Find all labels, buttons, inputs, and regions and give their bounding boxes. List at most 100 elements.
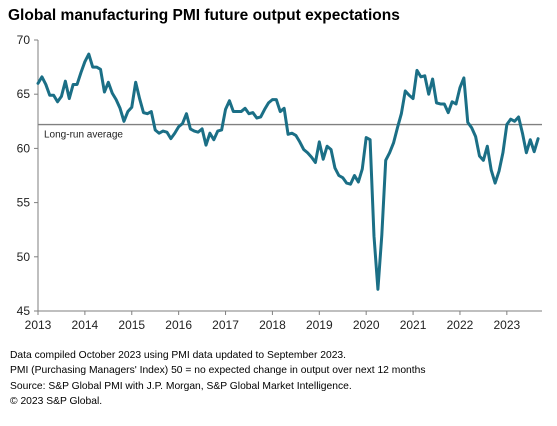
data-point [252,112,254,114]
data-point [357,181,359,183]
data-point [189,128,191,130]
data-point [256,117,258,119]
data-point [185,113,187,115]
data-point [283,107,285,109]
data-point [170,138,172,140]
data-point [416,69,418,71]
data-point [107,81,109,83]
data-point [197,131,199,133]
data-point [385,159,387,161]
y-tick-label: 55 [17,196,31,210]
data-point [217,130,219,132]
data-point [154,129,156,131]
data-point [529,139,531,141]
data-point [275,99,277,101]
data-point [287,133,289,135]
data-point [455,103,457,105]
data-point [244,107,246,109]
data-point [424,75,426,77]
data-point [205,144,207,146]
y-tick-label: 70 [17,33,31,47]
data-point [119,107,121,109]
data-point [475,135,477,137]
data-point [41,76,43,78]
data-point [158,132,160,134]
x-tick-label: 2019 [306,318,333,332]
x-tick-label: 2022 [447,318,474,332]
data-point [537,138,539,140]
data-point [72,83,74,85]
data-point [162,130,164,132]
data-point [260,116,262,118]
data-point [45,83,47,85]
data-point [96,66,98,68]
data-point [127,111,129,113]
data-point [310,156,312,158]
long-run-average-label: Long-run average [44,130,123,141]
y-tick-label: 65 [17,87,31,101]
data-point [533,151,535,153]
data-point [232,111,234,113]
data-point [377,288,379,290]
data-point [80,72,82,74]
data-point [338,175,340,176]
data-point [100,68,102,70]
data-point [123,120,125,122]
data-point [432,78,434,80]
data-point [318,141,320,143]
note-pmi-definition: PMI (Purchasing Managers' Index) 50 = no… [10,365,426,377]
data-point [521,132,523,134]
data-point [60,95,62,97]
data-point [166,131,168,133]
y-tick-label: 50 [17,250,31,264]
data-point [361,168,363,170]
data-point [193,130,195,132]
y-tick-label: 45 [17,304,31,318]
data-point [221,129,223,131]
data-point [225,108,227,110]
data-point [506,124,508,126]
data-point [228,100,230,102]
data-point [291,132,293,134]
data-point [314,161,316,163]
data-point [57,101,59,103]
series-line [36,52,540,291]
data-point [451,101,453,103]
data-point [139,98,141,100]
data-point [439,103,441,105]
data-point [412,98,414,100]
data-point [322,158,324,160]
data-point [131,106,133,108]
data-point [525,152,527,154]
data-point [84,61,86,63]
data-point [490,169,492,171]
data-point [482,159,484,161]
chart-notes: Data compiled October 2023 using PMI dat… [10,348,426,409]
data-point [103,91,105,93]
data-point [135,81,137,83]
data-point [326,145,328,147]
x-tick-label: 2020 [353,318,380,332]
data-point [381,234,383,236]
data-point [518,116,520,118]
data-point [111,92,113,94]
data-point [268,102,270,104]
x-tick-label: 2013 [25,318,52,332]
data-point [428,93,430,95]
data-point [146,113,148,115]
data-point [330,148,332,150]
data-point [88,53,90,55]
data-point [115,99,117,101]
data-point [279,111,281,113]
x-tick-label: 2023 [493,318,520,332]
data-point [299,141,301,143]
x-tick-label: 2016 [165,318,192,332]
x-tick-label: 2014 [72,318,99,332]
data-point [334,167,336,169]
data-point [404,90,406,92]
data-point [150,111,152,113]
data-point [37,82,39,84]
x-tick-label: 2017 [212,318,239,332]
